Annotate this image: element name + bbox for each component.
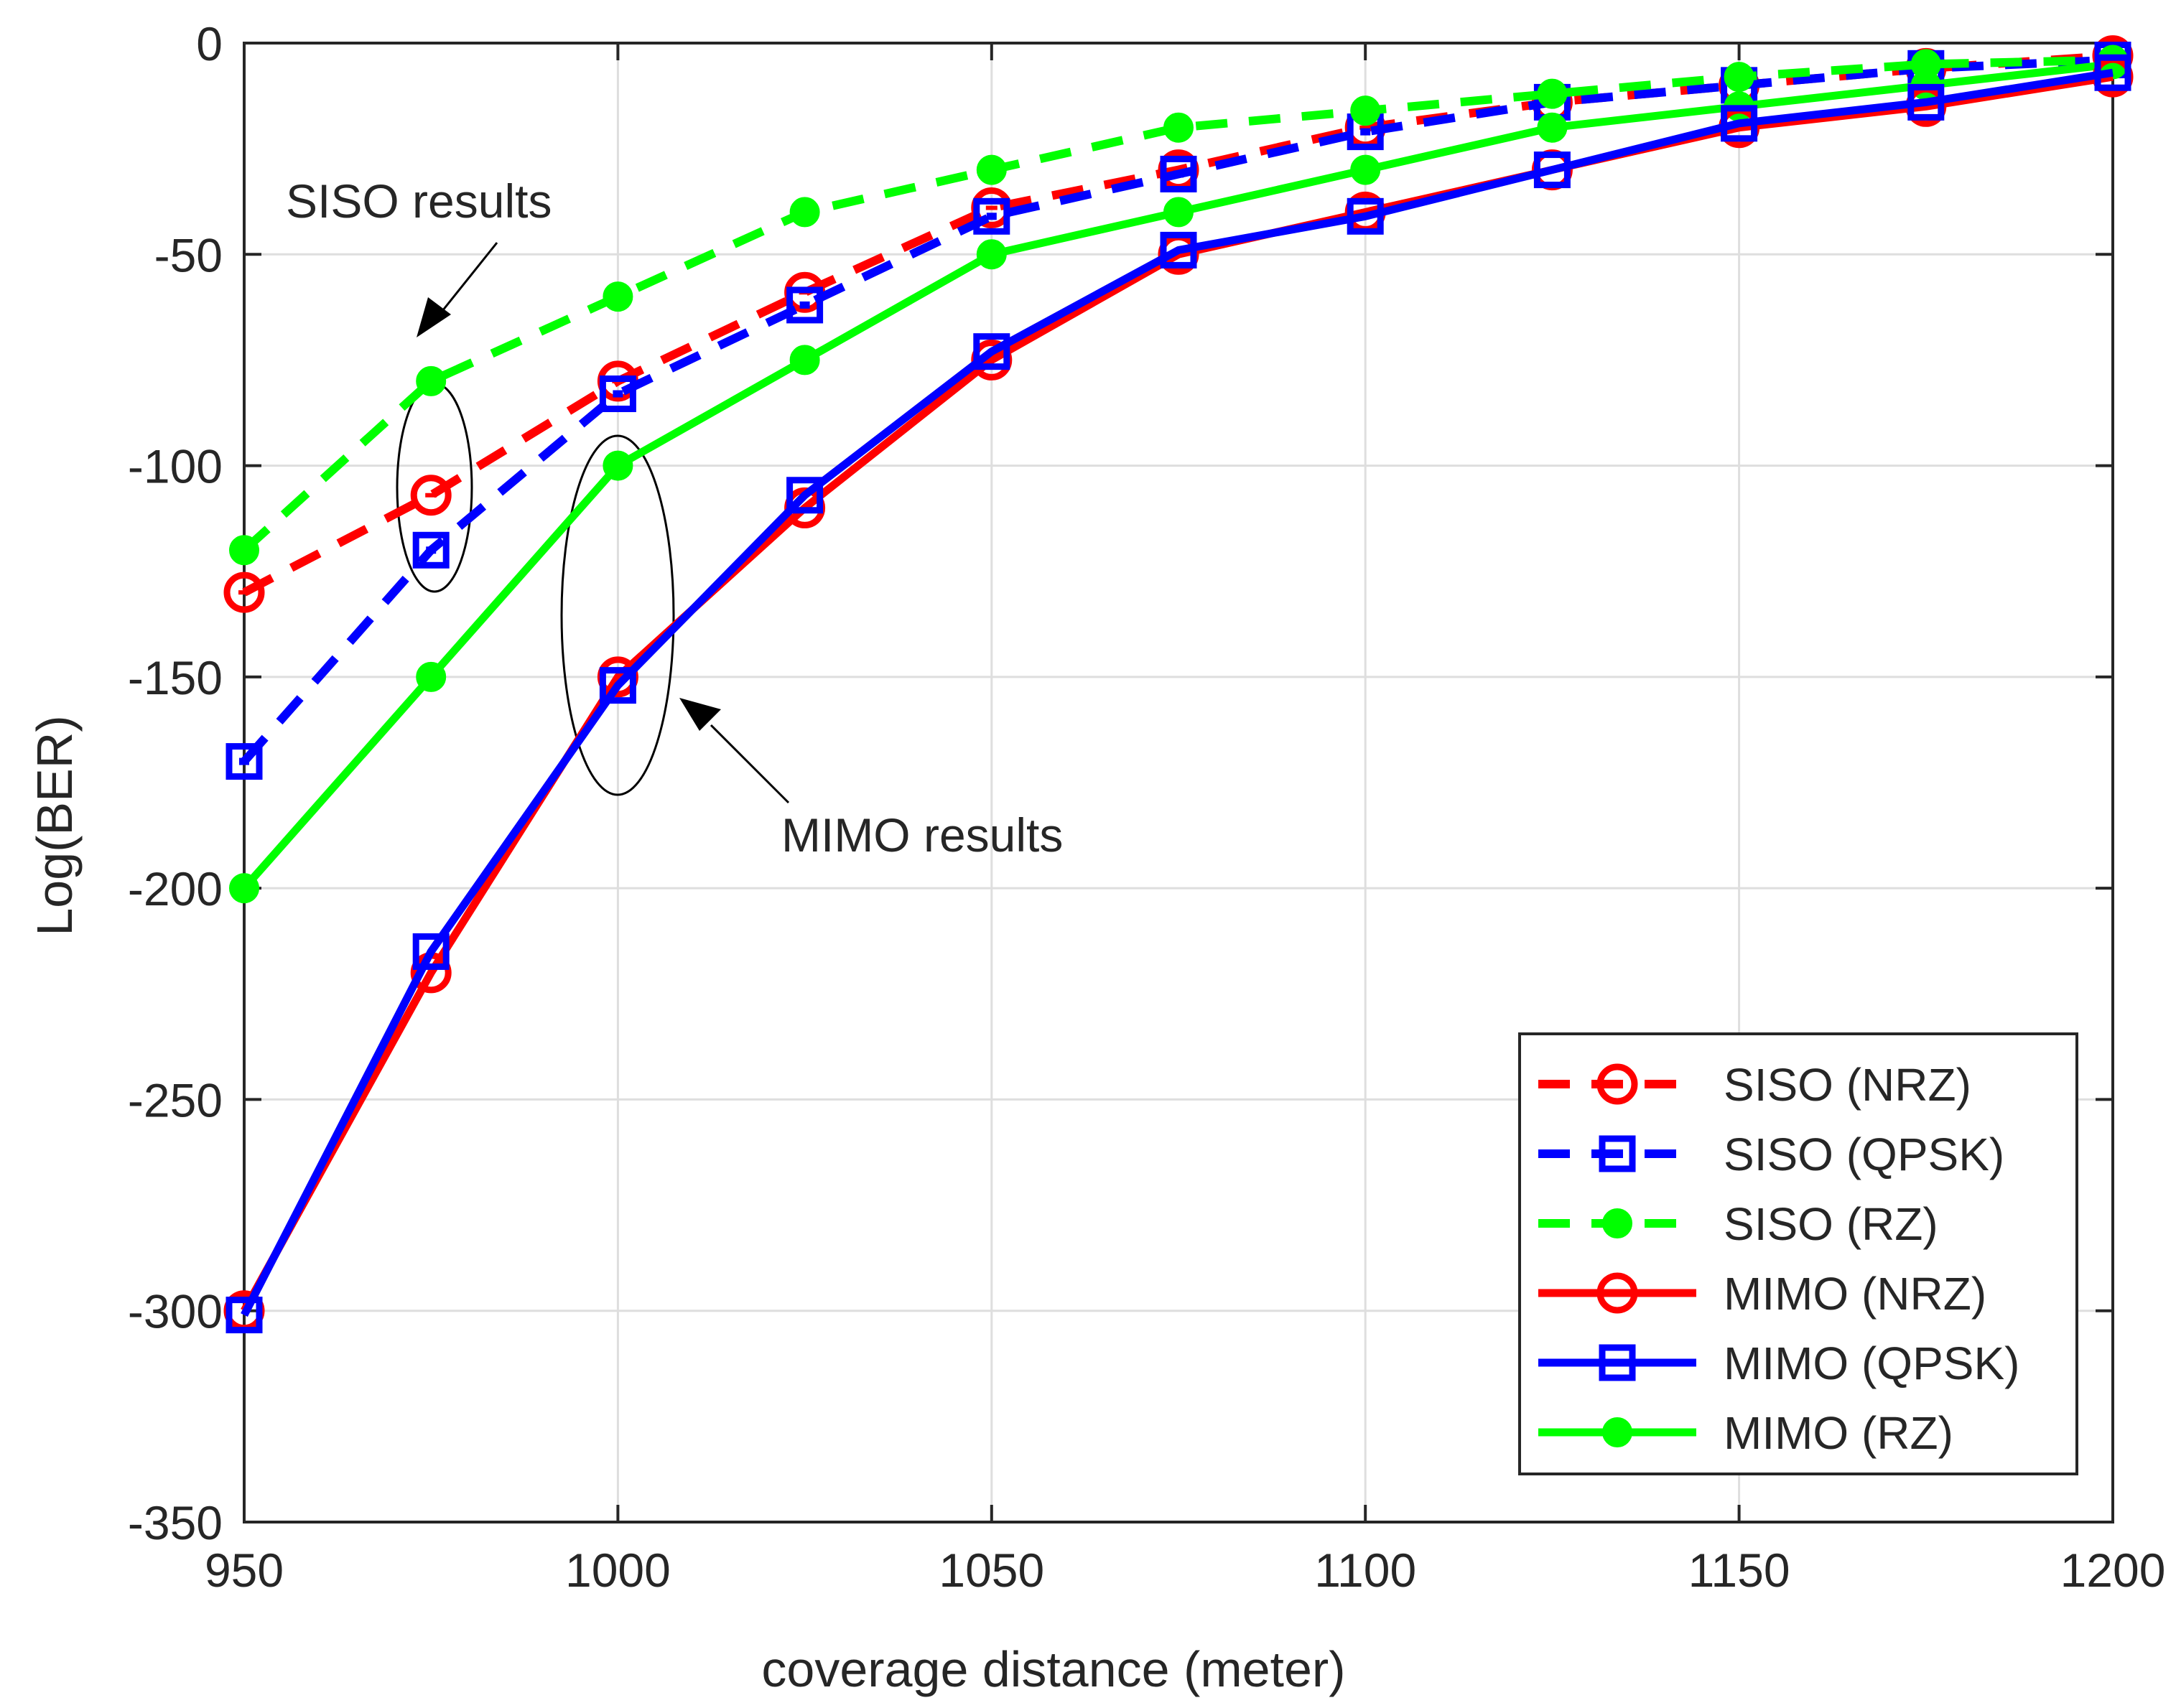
legend-marker: [1602, 1208, 1632, 1238]
legend-label: MIMO (NRZ): [1724, 1268, 1986, 1320]
siso-results-label: SISO results: [286, 174, 552, 228]
data-point-marker: [412, 531, 450, 569]
mimo-results-arrowhead: [679, 698, 721, 731]
data-point-marker: [1350, 154, 1381, 185]
data-point-marker: [229, 873, 259, 904]
data-point-marker: [225, 743, 263, 780]
legend-marker: [1599, 1135, 1636, 1172]
siso-results-arrow-shaft: [432, 242, 498, 322]
legend-label: MIMO (QPSK): [1724, 1338, 2019, 1389]
y-tick-label: -200: [128, 862, 223, 915]
data-point-marker: [416, 661, 447, 692]
legend-entry: MIMO (NRZ): [1538, 1268, 1986, 1320]
y-tick-label: -50: [154, 228, 223, 281]
legend-box: [1518, 1032, 2078, 1475]
legend-marker: [1596, 1063, 1638, 1105]
data-point-marker: [1163, 112, 1194, 143]
y-tick-label: -350: [128, 1496, 223, 1549]
data-point-marker-center: [426, 546, 437, 554]
legend-entry: MIMO (QPSK): [1538, 1338, 2019, 1389]
y-tick-label: -250: [128, 1073, 223, 1126]
axis-ticks: 950 1000 1050 1100 1150 1200 0 -50 -100 -150 -200 -…: [128, 17, 2166, 1597]
data-point-marker: [2094, 54, 2131, 91]
data-point-marker-center: [613, 390, 623, 398]
data-point-marker-center: [799, 301, 810, 309]
y-tick-label: -100: [128, 440, 223, 493]
data-point-marker: [789, 197, 820, 228]
data-point-marker-center: [1173, 170, 1184, 178]
data-point-marker-center: [1360, 128, 1371, 136]
data-point-marker: [225, 1297, 263, 1334]
series-line: [241, 55, 2114, 554]
x-tick-label: 1000: [565, 1544, 671, 1597]
data-point-marker: [973, 197, 1010, 235]
legend-entry: MIMO (RZ): [1538, 1407, 1953, 1459]
data-point-marker: [599, 375, 636, 413]
data-point-marker: [789, 345, 820, 375]
data-point-marker: [599, 667, 636, 704]
y-axis-label: Log(BER): [27, 715, 83, 935]
siso-results-arrowhead: [417, 297, 451, 337]
data-point-marker: [1721, 105, 1758, 142]
legend-entry: SISO (QPSK): [1538, 1129, 2004, 1180]
data-point-marker: [229, 535, 259, 566]
data-point-marker: [1537, 112, 1568, 143]
data-point-marker: [1163, 197, 1194, 228]
series-layer: [223, 35, 2134, 1334]
data-point-marker: [1160, 231, 1197, 269]
data-point-marker-center: [986, 213, 997, 220]
data-point-marker: [1533, 151, 1571, 189]
y-tick-label: 0: [196, 17, 223, 70]
data-point-marker: [973, 333, 1010, 370]
x-tick-label: 1200: [2060, 1544, 2166, 1597]
data-point-marker: [1350, 95, 1381, 126]
data-point-marker: [223, 571, 265, 613]
legend-label: SISO (QPSK): [1724, 1129, 2004, 1180]
annotations: SISO results MIMO results: [286, 174, 1063, 862]
data-point-marker-center: [239, 757, 249, 765]
x-tick-label: 1100: [1314, 1544, 1416, 1597]
mimo-results-label: MIMO results: [781, 808, 1063, 862]
mimo-results-arrow-shaft: [710, 724, 790, 804]
y-tick-label: -150: [128, 651, 223, 704]
data-point-marker: [603, 450, 633, 481]
y-tick-label: -300: [128, 1285, 223, 1338]
legend: SISO (NRZ) SISO (QPSK) SISO (RZ) MIMO (NRZ)…: [1518, 1032, 2078, 1475]
series-line: [241, 68, 2114, 1317]
data-point-marker: [976, 239, 1007, 270]
legend-marker-center: [1612, 1150, 1622, 1157]
data-point-marker: [1347, 197, 1384, 235]
legend-label: MIMO (RZ): [1724, 1407, 1953, 1459]
legend-marker: [1599, 1344, 1636, 1381]
data-point-marker: [1537, 78, 1568, 109]
data-point-marker: [1160, 155, 1197, 192]
legend-entry: SISO (RZ): [1538, 1198, 1938, 1250]
x-tick-label: 1150: [1688, 1544, 1790, 1597]
data-point-marker: [786, 477, 824, 514]
data-point-marker: [1907, 83, 1945, 121]
data-point-marker: [786, 286, 824, 324]
series-mimo-qpsk: [225, 54, 2131, 1334]
legend-marker: [1596, 1272, 1638, 1314]
data-point-marker: [412, 933, 450, 970]
data-point-marker: [416, 365, 447, 396]
data-point-marker: [603, 281, 633, 312]
x-axis-label: coverage distance (meter): [761, 1641, 1345, 1697]
data-point-marker: [976, 154, 1007, 185]
plot-area-frame: [243, 42, 2114, 1523]
data-point-marker: [1724, 62, 1754, 93]
legend-marker: [1602, 1417, 1632, 1447]
mimo-results-ellipse: [560, 434, 675, 796]
x-tick-label: 950: [205, 1544, 284, 1597]
x-tick-label: 1050: [939, 1544, 1044, 1597]
legend-label: SISO (NRZ): [1724, 1059, 1971, 1111]
legend-entry: SISO (NRZ): [1538, 1059, 1971, 1111]
data-point-marker: [410, 475, 452, 516]
legend-label: SISO (RZ): [1724, 1198, 1938, 1250]
